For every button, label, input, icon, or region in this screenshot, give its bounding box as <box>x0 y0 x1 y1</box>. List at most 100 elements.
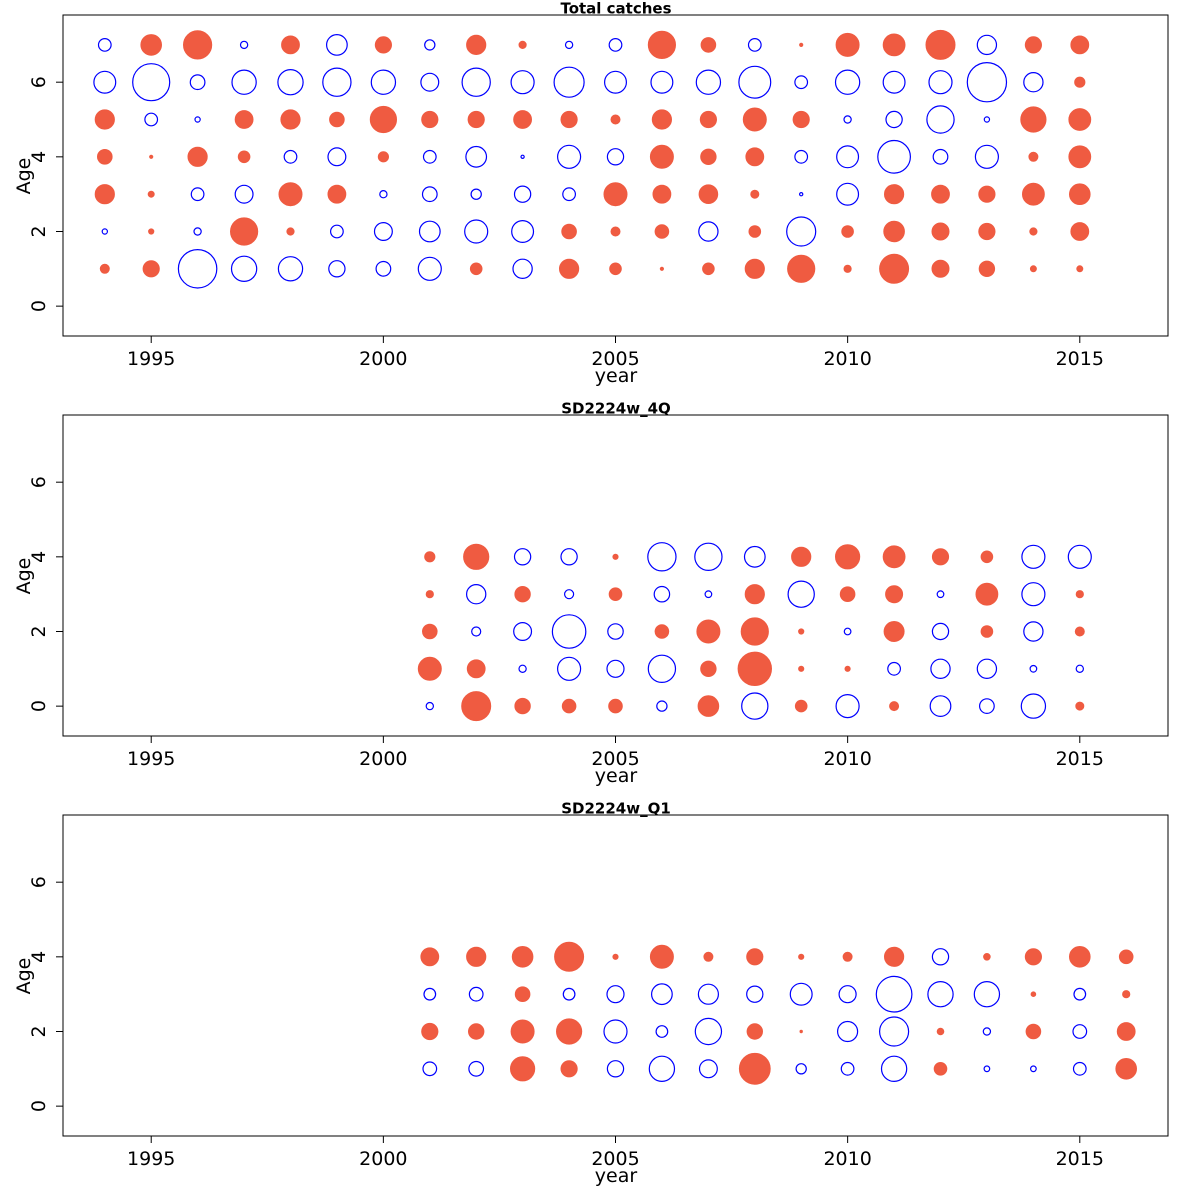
bubble-positive <box>1068 145 1092 169</box>
bubble-negative <box>420 72 440 92</box>
bubble-negative <box>738 65 772 99</box>
bubble-negative <box>423 987 437 1001</box>
bubble-positive <box>149 154 154 159</box>
bubble-positive <box>1069 183 1091 205</box>
y-axis-ticks: 0 2 4 6 <box>28 876 63 1112</box>
bubble-positive <box>791 546 812 567</box>
bubble-negative <box>234 184 254 204</box>
bubble-negative <box>653 585 671 603</box>
bubble-negative <box>464 219 489 244</box>
bubble-positive <box>697 695 720 717</box>
bubble-negative <box>603 70 627 94</box>
bubble-negative <box>418 220 441 243</box>
x-tick-label: 2010 <box>823 348 871 370</box>
y-tick-label: 4 <box>28 951 50 963</box>
x-tick-label: 2010 <box>823 1148 871 1170</box>
bubble-positive <box>1118 949 1134 965</box>
bubble-negative <box>562 987 576 1001</box>
bubble-positive <box>839 586 856 603</box>
bubble-negative <box>936 590 945 599</box>
bubble-positive <box>798 628 805 635</box>
bubble-positive <box>1075 701 1085 711</box>
bubble-negative <box>747 38 762 52</box>
bubble-positive <box>467 110 485 129</box>
bubble-positive <box>561 223 577 240</box>
bubble-positive <box>799 1029 803 1034</box>
bubble-negative <box>425 701 434 711</box>
bubble-positive <box>652 184 672 204</box>
x-tick-label: 2000 <box>359 748 407 770</box>
x-tick-label: 2015 <box>1056 748 1104 770</box>
y-axis-label: Age <box>13 558 35 595</box>
bubble-negative <box>277 68 304 96</box>
bubble-positive <box>703 951 714 962</box>
bubble-positive <box>510 1019 535 1044</box>
bubble-positive <box>514 586 531 603</box>
bubble-negative <box>695 69 722 95</box>
bubble-negative <box>647 542 677 572</box>
bubble-positive <box>610 114 621 125</box>
bubble-positive <box>560 1060 578 1078</box>
bubble-positive <box>799 42 804 48</box>
y-tick-label: 4 <box>28 551 50 563</box>
bubble-positive <box>94 109 115 130</box>
bubble-negative <box>656 700 668 712</box>
bubble-negative <box>931 948 950 966</box>
y-tick-label: 6 <box>28 876 50 888</box>
bubble-positive <box>329 111 345 128</box>
bubble-positive <box>140 34 162 56</box>
bubble-negative <box>928 70 953 95</box>
bubble-negative <box>606 148 625 166</box>
bubble-negative <box>379 189 388 199</box>
y-axis-ticks: 0 2 4 6 <box>28 76 63 312</box>
bubble-positive <box>603 182 628 207</box>
bubble-positive <box>281 35 300 55</box>
bubble-positive <box>1075 590 1084 599</box>
bubble-negative <box>283 149 298 164</box>
plot-frame <box>62 14 1169 337</box>
bubble-negative <box>877 139 911 174</box>
bubble-positive <box>651 109 673 130</box>
bubble-positive <box>466 946 487 967</box>
bubble-negative <box>746 985 764 1003</box>
bubble-positive <box>278 182 303 207</box>
bubble-negative <box>694 1017 723 1046</box>
bubble-positive <box>980 550 994 564</box>
bubble-negative <box>144 112 159 127</box>
y-tick-label: 0 <box>28 1100 50 1112</box>
bubble-positive <box>879 253 910 284</box>
bubble-negative <box>562 187 576 202</box>
bubble-negative <box>375 260 392 277</box>
bubble-negative <box>512 258 533 279</box>
bubble-negative <box>885 110 903 129</box>
bubble-negative <box>976 658 998 680</box>
bubble-positive <box>94 184 115 205</box>
bubble-negative <box>470 188 482 200</box>
bubble-positive <box>978 222 996 241</box>
bubble-negative <box>177 248 218 289</box>
x-axis-ticks: 1995 2000 2005 2010 2015 <box>127 1136 1104 1170</box>
bubble-positive <box>742 107 767 132</box>
bubble-negative <box>560 548 578 566</box>
bubble-negative <box>422 149 437 164</box>
bubble-marks <box>420 941 1137 1085</box>
panel-sd2224w-4q: SD2224w_4Q 1995 2000 2005 2010 2015 0 2 4 6 yea… <box>13 400 1169 787</box>
bubble-negative <box>882 70 906 94</box>
bubble-positive <box>610 226 621 237</box>
bubble-positive <box>1025 1023 1042 1040</box>
bubble-positive <box>798 953 805 960</box>
bubble-negative <box>551 614 587 649</box>
bubble-negative <box>1073 987 1087 1001</box>
x-tick-label: 2015 <box>1056 348 1104 370</box>
bubble-negative <box>193 227 202 236</box>
bubble-negative <box>510 70 535 95</box>
bubble-positive <box>649 944 674 969</box>
panel-total-catches: Total catches 1995 2000 2005 2010 2015 0246 … <box>13 0 1169 387</box>
bubble-positive <box>654 624 670 639</box>
bubble-negative <box>277 256 304 282</box>
bubble-positive <box>469 262 483 276</box>
bubble-positive <box>647 30 677 60</box>
bubble-positive <box>561 698 577 714</box>
bubble-positive <box>841 225 854 238</box>
bubble-positive <box>744 258 765 279</box>
